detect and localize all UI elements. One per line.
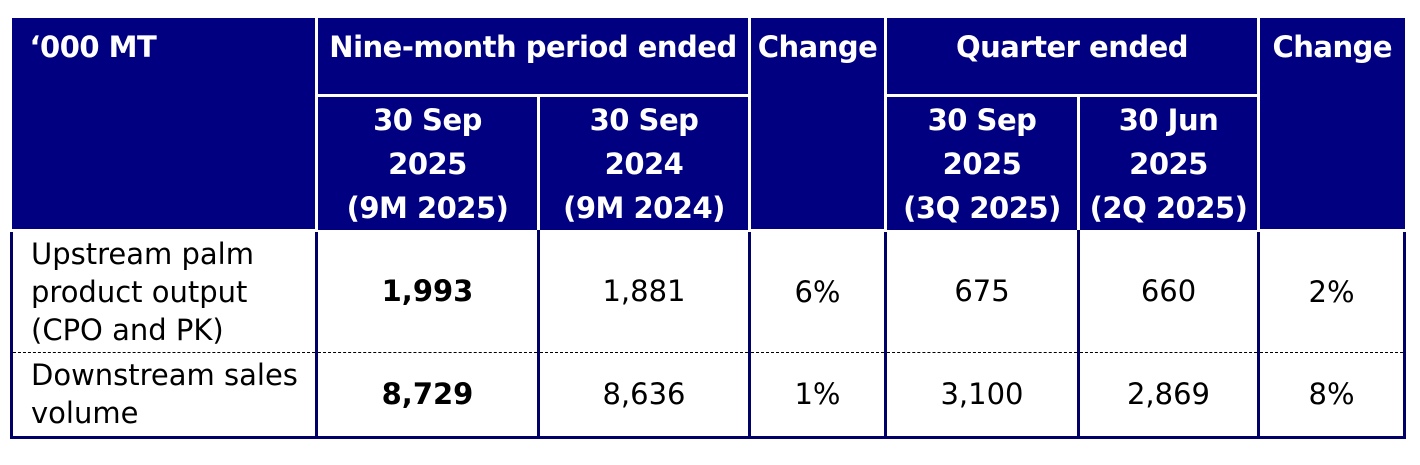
table-row-downstream: Downstream sales volume 8,729 8,636 1% 3…: [10, 352, 1407, 439]
cell-2q-2025: 2,869: [1076, 352, 1261, 439]
operational-results-table: ‘000 MT Nine-month period ended Change Q…: [10, 18, 1407, 439]
row-label-line: Upstream palm: [31, 236, 254, 271]
nine-month-change-header: Change: [748, 18, 887, 232]
cell-3q-2025: 675: [884, 230, 1080, 353]
quarter-group-header: Quarter ended: [883, 18, 1261, 97]
cell-9m-2024: 8,636: [537, 352, 751, 439]
column-header-period: (2Q 2025): [1089, 191, 1248, 225]
cell-2q-2025: 660: [1076, 230, 1261, 353]
column-header-period: (3Q 2025): [903, 191, 1061, 225]
cell-quarter-change: 8%: [1257, 352, 1407, 439]
row-label-line: (CPO and PK): [31, 312, 224, 347]
column-header-period: (9M 2024): [563, 191, 725, 225]
cell-quarter-change: 2%: [1257, 230, 1407, 353]
column-header-3q-2025: 30 Sep 2025 (3Q 2025): [884, 95, 1080, 230]
column-header-date: 30 Jun: [1118, 103, 1219, 137]
column-header-year: 2025: [1129, 147, 1208, 181]
cell-3q-2025: 3,100: [884, 352, 1080, 439]
row-label-line: product output: [31, 274, 248, 309]
column-header-9m-2025: 30 Sep 2025 (9M 2025): [315, 95, 540, 230]
column-header-date: 30 Sep: [373, 103, 482, 137]
cell-9m-change: 6%: [748, 230, 887, 353]
cell-9m-2024: 1,881: [537, 230, 751, 353]
row-label-line: volume: [31, 396, 139, 430]
table-row-upstream: Upstream palm product output (CPO and PK…: [10, 230, 1407, 353]
column-header-2q-2025: 30 Jun 2025 (2Q 2025): [1076, 95, 1261, 230]
row-label-line: Downstream sales: [31, 358, 298, 392]
column-header-year: 2025: [388, 147, 467, 181]
column-header-date: 30 Sep: [927, 103, 1037, 137]
cell-9m-2025: 8,729: [315, 352, 540, 439]
quarter-change-header: Change: [1257, 18, 1405, 232]
cell-9m-2025: 1,993: [315, 230, 540, 353]
column-header-9m-2024: 30 Sep 2024 (9M 2024): [537, 95, 751, 230]
row-label-upstream: Upstream palm product output (CPO and PK…: [10, 230, 318, 353]
row-label-downstream: Downstream sales volume: [10, 352, 318, 439]
column-header-year: 2025: [942, 147, 1022, 181]
nine-month-group-header: Nine-month period ended: [315, 18, 751, 97]
cell-9m-change: 1%: [748, 352, 887, 439]
units-header: ‘000 MT: [11, 18, 318, 232]
column-header-year: 2024: [604, 147, 684, 181]
column-header-date: 30 Sep: [589, 103, 699, 137]
column-header-period: (9M 2025): [346, 191, 509, 225]
